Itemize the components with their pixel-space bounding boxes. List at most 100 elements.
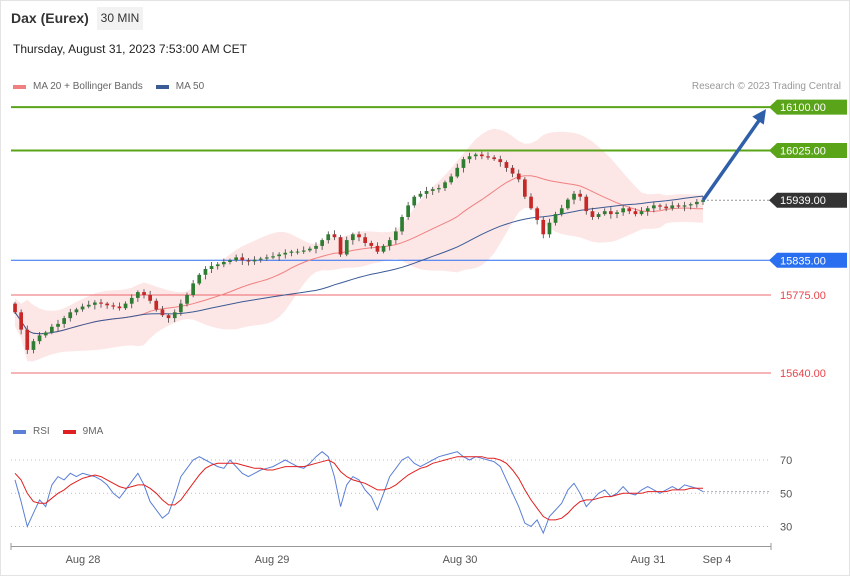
candle-body bbox=[652, 205, 656, 209]
candle-body bbox=[437, 188, 441, 190]
candle-body bbox=[424, 191, 429, 194]
candle-body bbox=[676, 205, 681, 207]
candle-body bbox=[369, 243, 374, 246]
level-tag bbox=[769, 192, 847, 208]
candle-body bbox=[480, 154, 484, 157]
candle-body bbox=[338, 237, 343, 255]
candle-body bbox=[37, 335, 42, 342]
candle-body bbox=[363, 237, 367, 243]
candle-body bbox=[658, 205, 662, 207]
candle-body bbox=[154, 300, 159, 310]
candle-body bbox=[271, 256, 275, 258]
candle-body bbox=[308, 248, 312, 251]
x-tick-label: Aug 31 bbox=[631, 554, 666, 566]
candle-body bbox=[252, 259, 257, 262]
candle-body bbox=[185, 295, 189, 304]
candle-body bbox=[455, 167, 460, 177]
candle-body bbox=[541, 219, 546, 235]
candle-body bbox=[179, 303, 183, 313]
level-tag bbox=[769, 252, 847, 268]
candle-body bbox=[240, 257, 245, 261]
candle-body bbox=[523, 179, 527, 197]
candle-body bbox=[688, 204, 693, 206]
candle-body bbox=[504, 162, 509, 168]
candle-body bbox=[93, 302, 97, 305]
rsi-ma-legend-swatch bbox=[62, 429, 76, 434]
candle-body bbox=[105, 303, 109, 306]
candle-body bbox=[443, 182, 447, 189]
candle-body bbox=[228, 260, 232, 262]
candle-body bbox=[215, 264, 220, 267]
candle-body bbox=[590, 211, 595, 217]
candle-body bbox=[621, 208, 625, 213]
level-label: 15835.00 bbox=[780, 255, 826, 267]
candle-body bbox=[289, 251, 294, 253]
candle-body bbox=[148, 295, 152, 301]
candle-body bbox=[529, 196, 533, 209]
candle-body bbox=[430, 189, 435, 191]
candle-body bbox=[664, 206, 668, 209]
candle-body bbox=[314, 245, 318, 249]
candle-body bbox=[400, 217, 404, 232]
candle-body bbox=[510, 167, 515, 174]
level-tag bbox=[769, 143, 847, 158]
candle-body bbox=[68, 312, 73, 319]
candle-body bbox=[553, 214, 558, 223]
candle-body bbox=[234, 257, 238, 261]
rsi-legend-swatch bbox=[13, 429, 26, 434]
level-tag bbox=[769, 99, 847, 115]
candle-body bbox=[682, 205, 687, 207]
candle-body bbox=[142, 292, 146, 295]
rsi-tick-label: 70 bbox=[780, 455, 792, 467]
candle-body bbox=[277, 254, 281, 257]
level-label: 15939.00 bbox=[780, 195, 826, 207]
candle-body bbox=[584, 196, 589, 212]
candle-body bbox=[492, 157, 496, 160]
candle-body bbox=[172, 312, 177, 319]
candle-body bbox=[332, 234, 337, 238]
candle-body bbox=[344, 240, 349, 255]
candle-body bbox=[197, 274, 202, 284]
candle-body bbox=[566, 199, 570, 209]
candle-body bbox=[258, 258, 263, 260]
candle-body bbox=[486, 156, 490, 158]
candle-body bbox=[50, 326, 54, 333]
candle-body bbox=[375, 245, 380, 252]
interval-button[interactable]: 30 MIN bbox=[97, 7, 143, 30]
candle-body bbox=[602, 211, 607, 215]
candle-body bbox=[203, 269, 208, 275]
chart-header: Dax (Eurex) 30 MIN bbox=[0, 0, 850, 36]
candle-body bbox=[13, 303, 17, 313]
candle-body bbox=[56, 323, 60, 327]
rsi-tick-label: 30 bbox=[780, 522, 792, 534]
candle-body bbox=[99, 302, 103, 304]
candle-body bbox=[516, 173, 521, 180]
candle-body bbox=[111, 305, 116, 307]
candle-body bbox=[639, 211, 644, 215]
level-label: 15775.00 bbox=[780, 290, 826, 302]
candle-body bbox=[467, 156, 472, 160]
candle-body bbox=[62, 318, 66, 324]
level-label: 15640.00 bbox=[780, 368, 826, 380]
x-tick-label: Sep 4 bbox=[703, 554, 732, 566]
candle-body bbox=[86, 304, 91, 307]
candle-body bbox=[320, 240, 324, 246]
candle-body bbox=[160, 309, 165, 316]
candle-body bbox=[326, 234, 331, 241]
candle-body bbox=[357, 234, 361, 238]
candle-body bbox=[31, 341, 36, 350]
candle-body bbox=[412, 196, 417, 206]
rsi-line bbox=[14, 451, 704, 535]
candle-body bbox=[596, 214, 601, 217]
candle-body bbox=[498, 159, 503, 163]
candle-body bbox=[19, 312, 23, 330]
copyright-notice: Research © 2023 Trading Central bbox=[691, 81, 841, 92]
candle-body bbox=[351, 234, 355, 241]
candle-body bbox=[559, 208, 564, 215]
level-label: 16100.00 bbox=[780, 102, 826, 114]
candle-body bbox=[387, 240, 392, 246]
ma20-legend-label: MA 20 + Bollinger Bands bbox=[33, 81, 143, 92]
candle-body bbox=[572, 193, 576, 200]
forecast-arrow-shaft bbox=[701, 118, 762, 202]
